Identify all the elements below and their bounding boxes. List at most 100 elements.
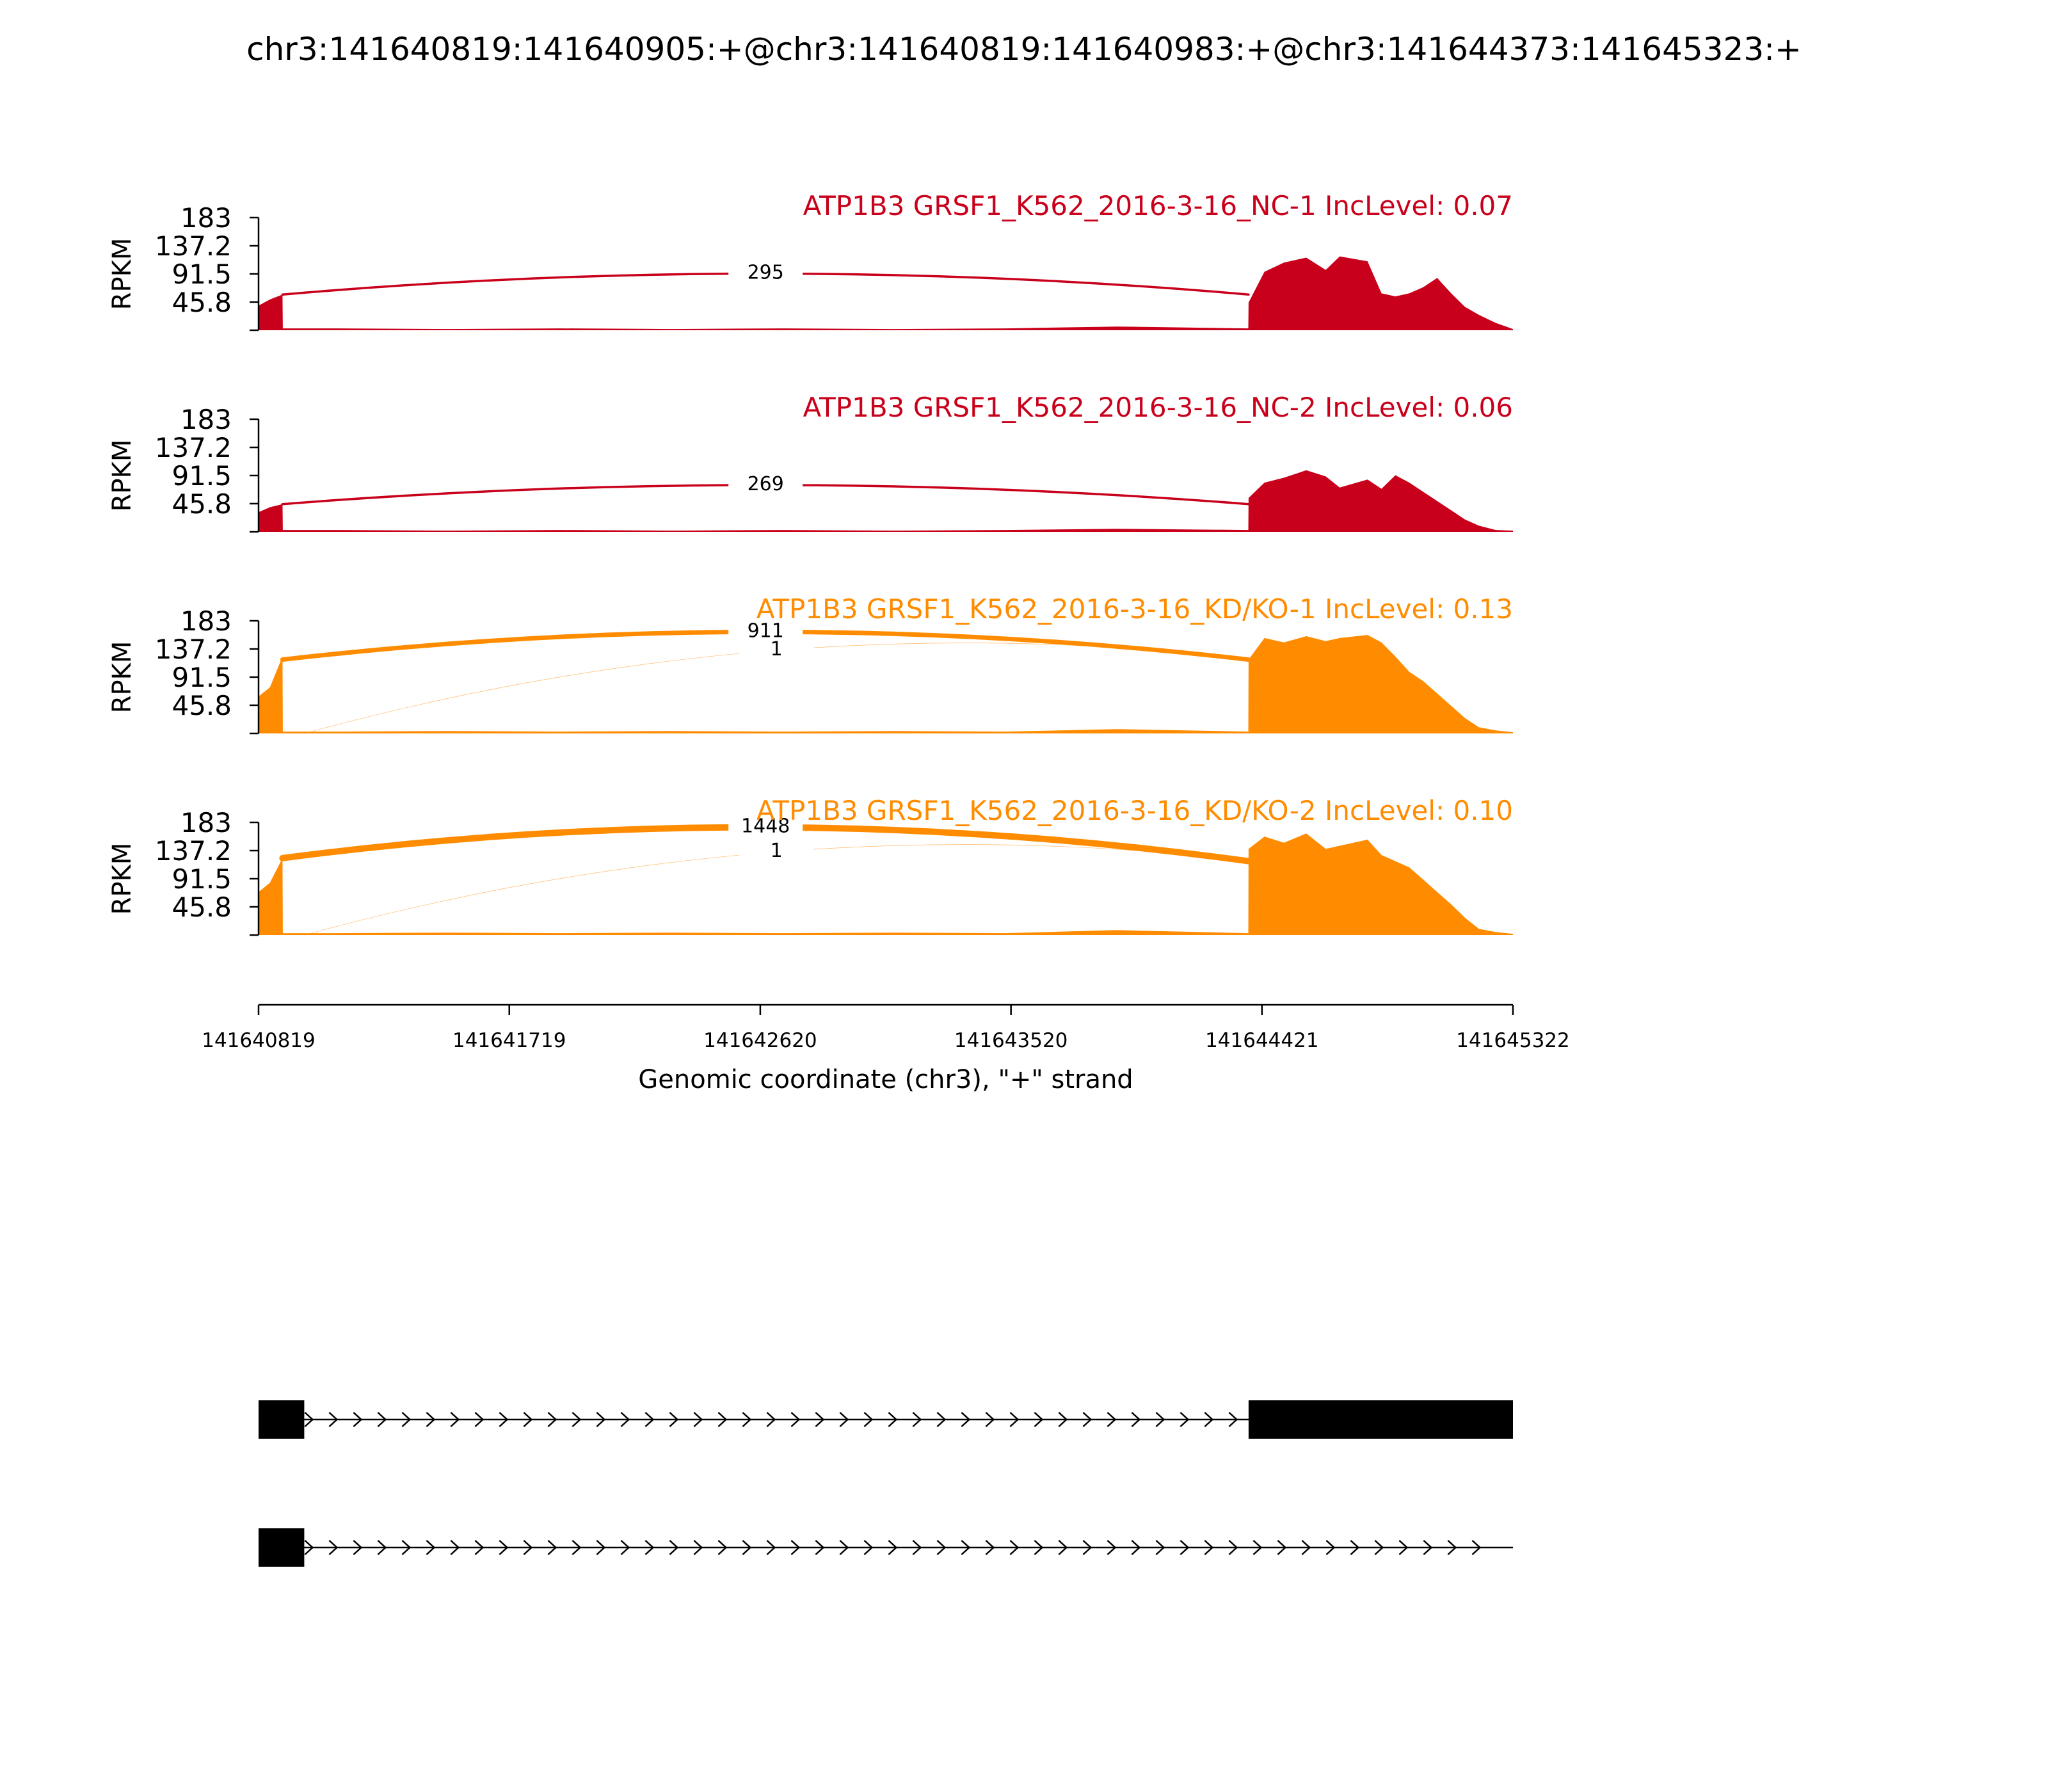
strand-chevron bbox=[863, 1540, 874, 1555]
y-tick-label: 45.8 bbox=[172, 690, 232, 721]
coverage-area bbox=[259, 833, 1513, 935]
strand-chevron bbox=[839, 1540, 849, 1555]
y-tick-label: 45.8 bbox=[172, 488, 232, 520]
x-axis-label: Genomic coordinate (chr3), "+" strand bbox=[638, 1065, 1133, 1094]
strand-chevron bbox=[596, 1540, 606, 1555]
strand-chevron bbox=[304, 1412, 314, 1427]
strand-chevron bbox=[353, 1412, 363, 1427]
strand-chevron bbox=[1107, 1412, 1117, 1427]
strand-chevron bbox=[1277, 1540, 1287, 1555]
exon-block bbox=[259, 1400, 305, 1439]
strand-chevron bbox=[1228, 1412, 1238, 1427]
strand-chevron bbox=[1180, 1540, 1190, 1555]
y-axis-label: RPKM bbox=[108, 238, 137, 310]
strand-chevron bbox=[304, 1540, 314, 1555]
y-axis-label: RPKM bbox=[108, 843, 137, 915]
coverage-area bbox=[259, 470, 1513, 532]
strand-chevron bbox=[547, 1540, 557, 1555]
strand-chevron bbox=[766, 1540, 776, 1555]
strand-chevron bbox=[912, 1540, 922, 1555]
strand-chevron bbox=[1447, 1540, 1457, 1555]
y-tick-label: 137.2 bbox=[155, 432, 232, 463]
strand-chevron bbox=[377, 1412, 387, 1427]
strand-chevron bbox=[669, 1540, 679, 1555]
strand-chevron bbox=[499, 1540, 509, 1555]
y-tick-label: 137.2 bbox=[155, 230, 232, 262]
junction-count: 1 bbox=[771, 638, 783, 660]
strand-chevron bbox=[1155, 1540, 1165, 1555]
strand-chevron bbox=[1374, 1540, 1384, 1555]
y-tick-label: 183 bbox=[180, 404, 232, 435]
strand-chevron bbox=[1350, 1540, 1360, 1555]
strand-chevron bbox=[790, 1540, 801, 1555]
strand-chevron bbox=[499, 1412, 509, 1427]
strand-chevron bbox=[620, 1540, 630, 1555]
strand-chevron bbox=[961, 1540, 971, 1555]
strand-chevron bbox=[450, 1412, 460, 1427]
junction-count-box bbox=[739, 637, 814, 660]
y-tick-label: 91.5 bbox=[172, 460, 232, 492]
strand-chevron bbox=[1252, 1540, 1263, 1555]
strand-chevron bbox=[1034, 1540, 1044, 1555]
y-tick-label: 45.8 bbox=[172, 892, 232, 923]
strand-chevron bbox=[426, 1540, 436, 1555]
strand-chevron bbox=[377, 1540, 387, 1555]
x-tick-label: 141643520 bbox=[954, 1029, 1068, 1052]
strand-chevron bbox=[815, 1412, 825, 1427]
strand-chevron bbox=[644, 1412, 655, 1427]
strand-chevron bbox=[523, 1412, 533, 1427]
junction-count-box bbox=[728, 260, 803, 283]
junction-count: 1448 bbox=[741, 815, 790, 838]
strand-chevron bbox=[572, 1540, 582, 1555]
y-axis-label: RPKM bbox=[108, 641, 137, 714]
strand-chevron bbox=[620, 1412, 630, 1427]
y-axis-label: RPKM bbox=[108, 440, 137, 512]
strand-chevron bbox=[1204, 1412, 1214, 1427]
strand-chevron bbox=[474, 1412, 484, 1427]
strand-chevron bbox=[1325, 1540, 1336, 1555]
strand-chevron bbox=[985, 1412, 995, 1427]
strand-chevron bbox=[474, 1540, 484, 1555]
strand-chevron bbox=[450, 1540, 460, 1555]
strand-chevron bbox=[644, 1540, 655, 1555]
strand-chevron bbox=[1107, 1540, 1117, 1555]
strand-chevron bbox=[1423, 1540, 1433, 1555]
strand-chevron bbox=[1131, 1412, 1141, 1427]
x-axis: 141640819 141641719 141642620 141643520 1416… bbox=[202, 1004, 1570, 1094]
junction-count-box bbox=[739, 839, 814, 861]
strand-chevron bbox=[961, 1412, 971, 1427]
junction-count: 295 bbox=[748, 262, 784, 284]
strand-chevron bbox=[742, 1412, 752, 1427]
strand-chevron bbox=[328, 1412, 339, 1427]
x-tick-label: 141641719 bbox=[452, 1029, 566, 1052]
strand-chevron bbox=[1471, 1540, 1482, 1555]
strand-chevron bbox=[328, 1540, 339, 1555]
track-label: ATP1B3 GRSF1_K562_2016-3-16_KD/KO-1 IncL… bbox=[756, 593, 1513, 625]
track-label: ATP1B3 GRSF1_K562_2016-3-16_KD/KO-2 IncL… bbox=[756, 795, 1513, 826]
junction-count: 1 bbox=[771, 840, 783, 862]
track-label: ATP1B3 GRSF1_K562_2016-3-16_NC-1 IncLeve… bbox=[803, 190, 1513, 221]
strand-chevron bbox=[523, 1540, 533, 1555]
strand-chevron bbox=[426, 1412, 436, 1427]
y-tick-label: 91.5 bbox=[172, 259, 232, 290]
x-tick-label: 141644421 bbox=[1205, 1029, 1319, 1052]
junction-count-box bbox=[728, 814, 803, 836]
y-tick-label: 91.5 bbox=[172, 662, 232, 693]
strand-chevron bbox=[1398, 1540, 1409, 1555]
y-tick-label: 137.2 bbox=[155, 634, 232, 665]
strand-chevron bbox=[936, 1540, 947, 1555]
strand-chevron bbox=[669, 1412, 679, 1427]
strand-chevron bbox=[815, 1540, 825, 1555]
isoform-1 bbox=[259, 1400, 1513, 1439]
x-tick-label: 141640819 bbox=[202, 1029, 316, 1052]
strand-chevron bbox=[401, 1540, 412, 1555]
junction-count: 269 bbox=[748, 473, 784, 495]
isoform-2 bbox=[259, 1528, 1513, 1567]
exon-block bbox=[1248, 1400, 1513, 1439]
junction-count-box bbox=[728, 472, 803, 494]
